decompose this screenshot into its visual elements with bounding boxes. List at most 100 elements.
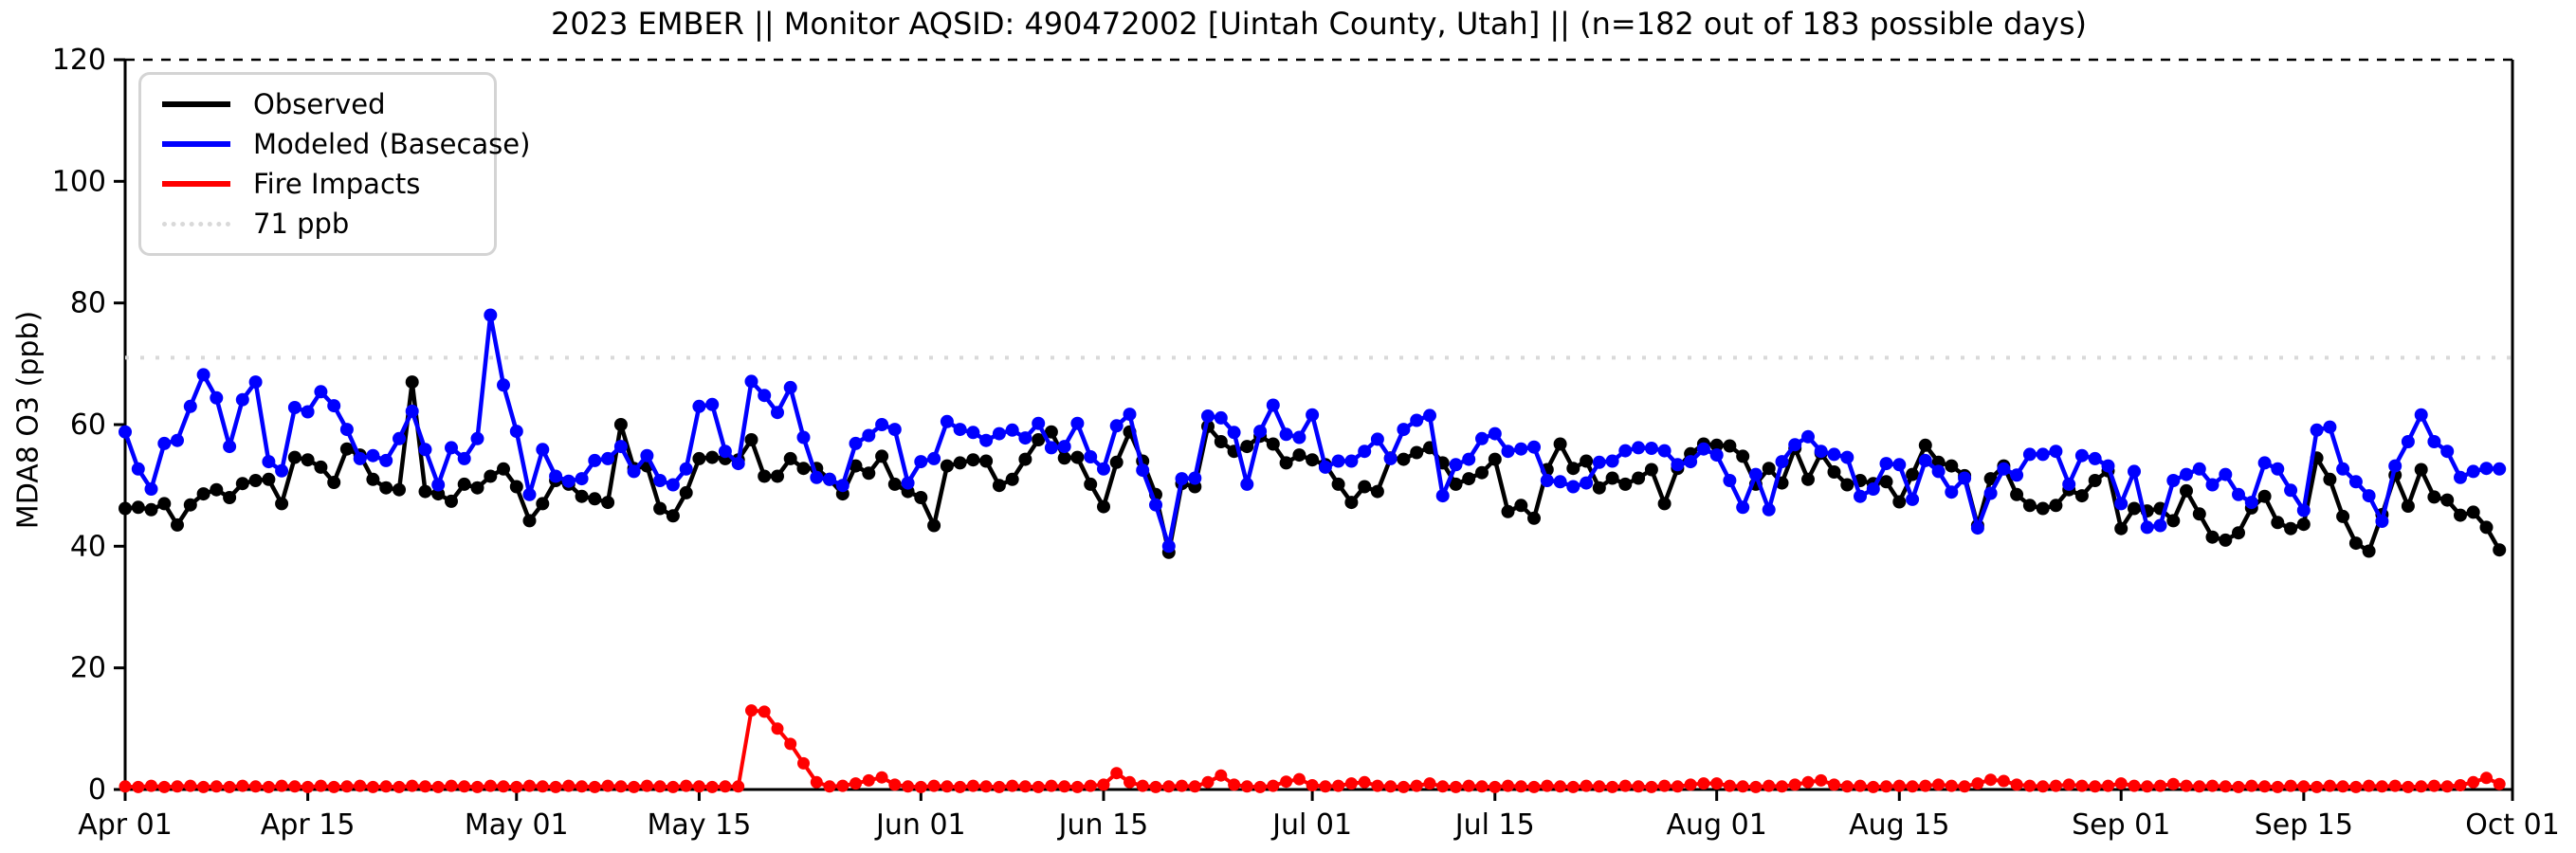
- data-point-marker: [2258, 780, 2272, 793]
- data-point-marker: [1644, 442, 1658, 455]
- data-point-marker: [549, 780, 562, 793]
- data-point-marker: [2454, 508, 2467, 522]
- y-axis-label: MDA8 O3 (ppb): [11, 310, 46, 530]
- data-point-marker: [2244, 496, 2258, 510]
- data-point-marker: [1475, 431, 1489, 445]
- data-point-marker: [1018, 780, 1032, 793]
- data-point-marker: [509, 480, 523, 494]
- data-point-marker: [1124, 775, 1136, 789]
- data-point-marker: [2089, 780, 2102, 793]
- data-point-marker: [509, 425, 523, 439]
- data-point-marker: [1580, 454, 1594, 468]
- data-point-marker: [2362, 544, 2376, 558]
- data-point-marker: [1462, 472, 1476, 486]
- data-point-marker: [339, 423, 354, 437]
- data-point-marker: [2166, 474, 2181, 487]
- data-point-marker: [144, 502, 158, 517]
- data-point-marker: [2232, 780, 2245, 793]
- data-point-marker: [2479, 462, 2494, 476]
- data-point-marker: [497, 378, 510, 392]
- data-point-marker: [379, 780, 393, 793]
- data-point-marker: [1383, 451, 1398, 465]
- data-point-marker: [1827, 447, 1841, 462]
- data-point-marker: [667, 780, 680, 793]
- legend-label: Fire Impacts: [253, 168, 421, 200]
- data-point-marker: [771, 469, 784, 483]
- data-point-marker: [1815, 773, 1828, 787]
- data-point-marker: [692, 399, 706, 413]
- data-point-marker: [2401, 435, 2415, 448]
- tick-labels: 0 20 40 60 80 100 120 Apr 01 Apr 15 May 01 May 15 J…: [52, 44, 2560, 842]
- data-point-marker: [1358, 775, 1371, 789]
- data-point-marker: [183, 399, 197, 413]
- data-point-marker: [1070, 780, 1084, 793]
- data-point-marker: [1644, 463, 1658, 477]
- data-point-marker: [1540, 474, 1554, 487]
- data-point-marker: [2022, 447, 2037, 462]
- data-point-marker: [510, 780, 523, 793]
- data-point-marker: [954, 780, 967, 793]
- data-point-marker: [902, 780, 915, 793]
- data-point-marker: [1149, 498, 1162, 512]
- data-point-marker: [940, 459, 954, 473]
- data-point-marker: [171, 517, 184, 532]
- data-point-marker: [2440, 780, 2454, 793]
- data-point-marker: [301, 405, 315, 419]
- data-point-marker: [1840, 780, 1854, 793]
- data-point-marker: [2402, 780, 2415, 793]
- data-point-marker: [1879, 475, 1893, 489]
- data-point-marker: [927, 518, 941, 533]
- data-point-marker: [588, 492, 602, 506]
- data-point-marker: [2257, 456, 2272, 470]
- data-point-marker: [314, 779, 327, 792]
- data-point-marker: [1423, 408, 1436, 423]
- data-point-marker: [1280, 775, 1293, 789]
- data-point-marker: [1554, 780, 1567, 793]
- data-point-marker: [183, 498, 197, 512]
- data-point-marker: [796, 430, 811, 445]
- data-point-marker: [249, 780, 263, 793]
- y-tick-label: 100: [52, 165, 106, 198]
- data-point-marker: [927, 779, 941, 792]
- data-point-marker: [1828, 778, 1840, 791]
- data-point-marker: [379, 481, 393, 495]
- data-point-marker: [1201, 775, 1215, 789]
- data-point-marker: [601, 451, 615, 465]
- data-point-marker: [862, 428, 876, 443]
- y-tick-label: 80: [70, 287, 106, 320]
- data-point-marker: [666, 478, 680, 492]
- data-point-marker: [2466, 505, 2480, 519]
- fire-line-sample-icon: [162, 181, 230, 187]
- data-point-marker: [1084, 477, 1098, 491]
- data-point-marker: [1435, 489, 1450, 503]
- data-point-marker: [850, 777, 862, 790]
- data-series: [119, 308, 2507, 793]
- data-point-marker: [1801, 472, 1815, 486]
- data-point-marker: [758, 469, 772, 483]
- data-point-marker: [1450, 780, 1462, 793]
- data-point-marker: [1553, 437, 1567, 451]
- y-tick-label: 60: [70, 408, 106, 442]
- data-point-marker: [2023, 779, 2037, 792]
- data-point-marker: [1279, 456, 1293, 470]
- data-point-marker: [1867, 780, 1880, 793]
- data-point-marker: [810, 775, 823, 789]
- data-point-marker: [797, 756, 810, 770]
- data-point-marker: [1566, 480, 1580, 494]
- data-point-marker: [1370, 432, 1384, 446]
- data-point-marker: [2010, 468, 2024, 482]
- data-point-marker: [849, 436, 863, 450]
- data-point-marker: [522, 487, 537, 501]
- data-point-marker: [2310, 423, 2324, 437]
- data-point-marker: [339, 442, 354, 456]
- data-point-marker: [1253, 425, 1268, 439]
- data-point-marker: [1162, 780, 1176, 793]
- data-point-marker: [1318, 460, 1332, 474]
- y-tick-label: 0: [88, 773, 106, 807]
- data-point-marker: [1358, 480, 1372, 494]
- data-point-marker: [1488, 452, 1502, 466]
- data-point-marker: [144, 482, 158, 496]
- data-point-marker: [536, 497, 550, 511]
- data-point-marker: [575, 780, 589, 793]
